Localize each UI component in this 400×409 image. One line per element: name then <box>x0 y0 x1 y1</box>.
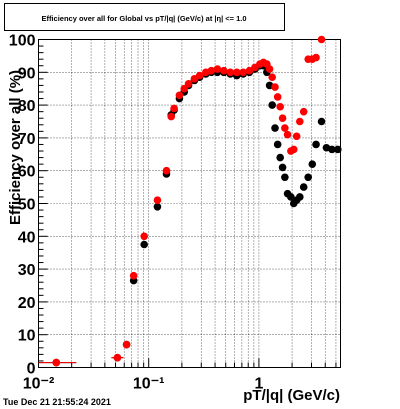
y-tick-label: 40 <box>18 229 36 246</box>
black-marker <box>304 173 312 182</box>
red-marker <box>232 68 241 77</box>
y-tick-label: 10 <box>18 328 36 345</box>
chart-title: Efficiency over all for Global vs pT/|q|… <box>41 14 246 23</box>
red-marker <box>170 104 178 113</box>
black-marker <box>317 117 326 126</box>
black-marker <box>299 183 308 191</box>
data-points <box>38 35 342 367</box>
red-marker <box>299 107 308 116</box>
black-marker <box>281 173 289 182</box>
red-marker <box>175 91 184 100</box>
black-marker <box>278 163 287 172</box>
red-marker <box>129 271 138 280</box>
red-marker <box>113 353 122 362</box>
title-box: Efficiency over all for Global vs pT/|q|… <box>4 3 285 31</box>
red-marker <box>312 53 320 62</box>
black-marker <box>308 160 317 168</box>
red-marker <box>213 65 222 73</box>
red-marker <box>281 124 289 132</box>
y-tick-label: 80 <box>18 98 36 115</box>
red-marker <box>278 114 287 123</box>
red-marker <box>289 145 298 154</box>
black-marker <box>153 202 162 211</box>
red-marker <box>140 232 148 241</box>
red-marker <box>265 65 274 73</box>
black-marker <box>328 145 336 154</box>
red-marker <box>292 132 301 141</box>
red-marker <box>180 84 189 93</box>
red-marker <box>52 358 61 367</box>
red-marker <box>219 66 228 75</box>
red-marker <box>268 73 276 82</box>
grid <box>38 39 341 368</box>
x-tick-labels: 10⁻² 10⁻¹ 1 <box>23 376 264 393</box>
red-marker <box>271 83 279 91</box>
red-marker <box>122 340 131 349</box>
red-marker <box>195 71 204 80</box>
x-tick-label: 1 <box>254 376 263 393</box>
red-marker <box>162 166 171 175</box>
y-tick-label: 0 <box>27 361 36 378</box>
y-tick-label: 50 <box>18 197 36 214</box>
red-marker <box>184 79 193 88</box>
red-marker <box>226 68 235 77</box>
x-axis-label: pT/|q| (GeV/c) <box>243 387 340 404</box>
x-tick-label: 10⁻² <box>23 376 55 393</box>
black-marker <box>312 140 320 149</box>
red-marker <box>245 66 254 75</box>
black-marker <box>268 101 276 109</box>
black-marker <box>273 140 282 149</box>
red-marker <box>276 102 284 111</box>
black-marker <box>140 240 148 249</box>
black-marker <box>334 145 342 154</box>
black-marker <box>271 124 279 132</box>
red-marker <box>207 66 216 75</box>
red-marker <box>273 93 282 101</box>
black-marker <box>287 193 295 201</box>
timestamp: Tue Dec 21 21:55:24 2021 <box>3 397 111 407</box>
red-marker <box>167 112 175 121</box>
y-axis-label: Efficiency over all (%) <box>7 70 24 225</box>
red-marker <box>239 68 247 77</box>
y-tick-label: 20 <box>18 295 36 312</box>
red-marker <box>317 35 326 44</box>
y-tick-label: 30 <box>18 262 36 279</box>
y-tick-label: 70 <box>18 131 36 148</box>
black-marker <box>276 153 284 162</box>
y-tick-label: 60 <box>18 164 36 181</box>
axis-ticks <box>38 39 337 368</box>
red-marker <box>296 117 304 126</box>
red-marker <box>153 196 162 205</box>
x-tick-label: 10⁻¹ <box>133 376 165 393</box>
black-marker <box>296 193 304 201</box>
y-tick-label: 90 <box>18 65 36 82</box>
red-marker <box>283 130 292 139</box>
y-tick-label: 100 <box>9 33 36 50</box>
y-tick-labels: 0 10 20 30 40 50 60 70 80 90 100 <box>9 33 36 378</box>
